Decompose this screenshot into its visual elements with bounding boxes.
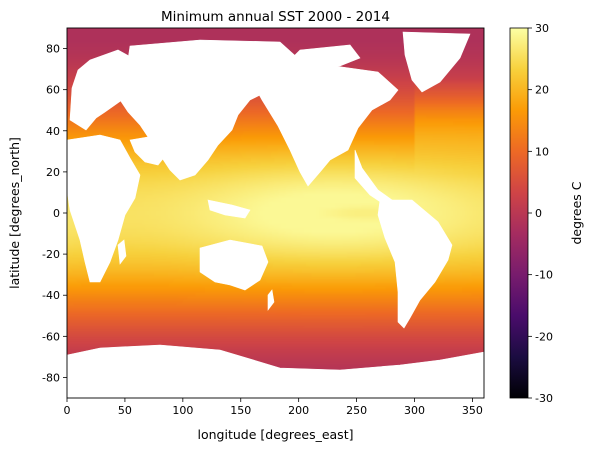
y-tick-label: -80 (42, 371, 60, 384)
colorbar: -30 -20 -10 0 10 20 30 degrees C (509, 22, 584, 405)
y-axis-label: latitude [degrees_north] (7, 137, 22, 289)
y-tick-label: -60 (42, 330, 60, 343)
y-axis: -80 -60 -40 -20 0 20 40 60 80 (42, 43, 67, 384)
land-antarctica (67, 344, 484, 398)
x-tick-label: 50 (118, 404, 132, 417)
y-tick-label: 0 (53, 207, 60, 220)
x-tick-label: 250 (346, 404, 367, 417)
y-tick-label: 40 (46, 125, 60, 138)
colorbar-tick-label: 20 (535, 84, 549, 97)
y-tick-label: -20 (42, 248, 60, 261)
colorbar-tick-label: -20 (535, 330, 553, 343)
colorbar-ticks: -30 -20 -10 0 10 20 30 (528, 22, 553, 405)
x-tick-label: 350 (462, 404, 483, 417)
y-tick-label: -40 (42, 289, 60, 302)
land-indonesia (207, 199, 251, 219)
land-arctic-canada (279, 44, 361, 71)
y-tick-label: 60 (46, 84, 60, 97)
colorbar-tick-label: 30 (535, 22, 549, 35)
chart-title: Minimum annual SST 2000 - 2014 (161, 9, 390, 25)
colorbar-tick-label: -10 (535, 269, 553, 282)
colorbar-tick-label: -30 (535, 392, 553, 405)
x-tick-label: 200 (288, 404, 309, 417)
land-arabia-india (129, 134, 171, 166)
colorbar-tick-label: 0 (535, 207, 542, 220)
x-tick-label: 300 (404, 404, 425, 417)
y-tick-label: 20 (46, 166, 60, 179)
x-tick-label: 0 (64, 404, 71, 417)
land-south-america (377, 199, 453, 329)
land-north-america (249, 65, 399, 187)
colorbar-gradient (510, 28, 528, 398)
land-new-zealand (267, 289, 275, 311)
plot-area (67, 28, 484, 398)
land-greenland (402, 31, 471, 93)
colorbar-tick-label: 10 (535, 145, 549, 158)
land-madagascar (117, 239, 127, 265)
x-axis-label: longitude [degrees_east] (198, 427, 354, 442)
x-tick-label: 100 (172, 404, 193, 417)
land-africa (67, 134, 141, 283)
colorbar-label: degrees C (569, 181, 584, 244)
x-axis: 0 50 100 150 200 250 300 350 (64, 398, 483, 417)
x-tick-label: 150 (230, 404, 251, 417)
land-mask (67, 31, 484, 398)
y-tick-label: 80 (46, 43, 60, 56)
land-australia (199, 239, 269, 291)
